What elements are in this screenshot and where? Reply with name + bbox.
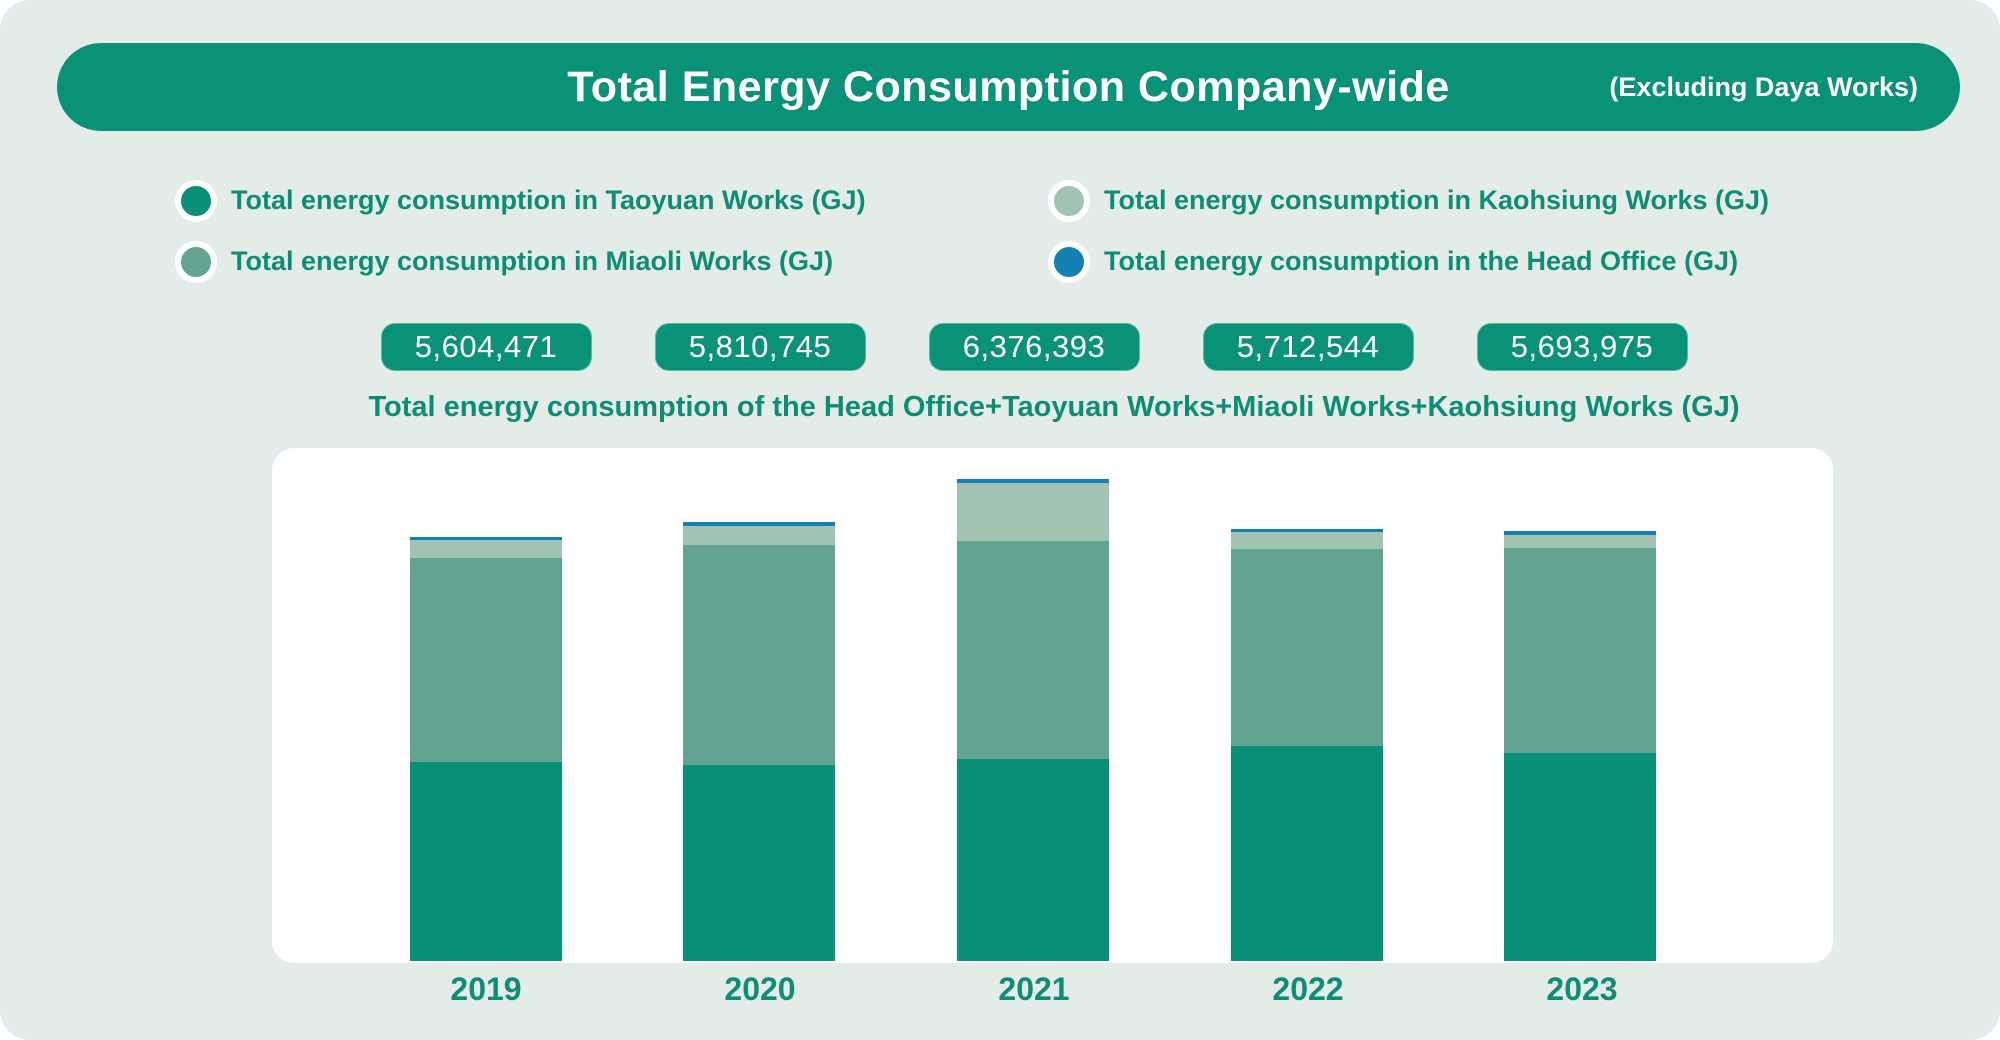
bar-segment-2021-miaoli: [956, 541, 1109, 759]
bar-segment-2022-head-office: [1230, 529, 1383, 533]
bar-segment-2019-miaoli: [409, 557, 562, 762]
bar-segment-2022-taoyuan: [1230, 745, 1383, 961]
pill-slot: 6,376,393: [897, 323, 1171, 371]
bar-segment-2019-kaohsiung: [409, 540, 562, 558]
bar-segment-2020-head-office: [683, 521, 836, 526]
x-label-2022: 2022: [1272, 971, 1344, 1007]
stacked-bar-2020: [683, 521, 836, 961]
bar-segment-2019-head-office: [409, 537, 562, 541]
pill-slot: 5,693,975: [1445, 323, 1719, 371]
legend-item-taoyuan: Total energy consumption in Taoyuan Work…: [175, 179, 866, 222]
bar-segment-2023-miaoli: [1504, 547, 1657, 753]
chart-panel: [272, 448, 1833, 963]
totals-caption: Total energy consumption of the Head Off…: [368, 391, 1740, 423]
stacked-bar-2023: [1504, 530, 1657, 961]
legend-column-left: Total energy consumption in Taoyuan Work…: [175, 179, 866, 283]
legend-dot-kaohsiung-icon: [1048, 179, 1090, 222]
bar-column-2021: [896, 479, 1170, 961]
page-title: Total Energy Consumption Company-wide: [567, 62, 1450, 111]
bar-segment-2023-taoyuan: [1504, 752, 1657, 961]
legend-dot-miaoli-icon: [175, 240, 217, 283]
title-banner: Total Energy Consumption Company-wide (E…: [57, 43, 1960, 131]
title-note: (Excluding Daya Works): [1609, 71, 1918, 102]
x-label-2023: 2023: [1546, 971, 1618, 1007]
legend-column-right: Total energy consumption in Kaohsiung Wo…: [1048, 179, 1770, 283]
x-label-2020: 2020: [724, 971, 796, 1007]
total-badge-2019: 5,604,471: [380, 323, 592, 371]
stacked-bar-2019: [409, 537, 562, 961]
legend-dot-head-office-icon: [1048, 240, 1090, 283]
legend-item-kaohsiung: Total energy consumption in Kaohsiung Wo…: [1048, 179, 1770, 222]
bar-segment-2022-miaoli: [1230, 549, 1383, 746]
bar-column-2019: [349, 537, 623, 961]
total-badge-2021: 6,376,393: [928, 323, 1140, 371]
legend-label-taoyuan: Total energy consumption in Taoyuan Work…: [231, 185, 866, 215]
bar-segment-2023-head-office: [1504, 530, 1657, 535]
total-badge-2022: 5,712,544: [1202, 323, 1414, 371]
legend-item-head-office: Total energy consumption in the Head Off…: [1048, 240, 1769, 283]
pill-slot: 5,604,471: [349, 323, 623, 371]
bar-column-2022: [1170, 529, 1444, 961]
bar-segment-2023-kaohsiung: [1504, 534, 1657, 548]
x-axis-labels: 2019 2020 2021 2022 2023: [349, 971, 1719, 1008]
legend-item-miaoli: Total energy consumption in Miaoli Works…: [175, 240, 866, 283]
pill-slot: 5,810,745: [623, 323, 897, 371]
bar-segment-2019-taoyuan: [409, 761, 562, 961]
pill-slot: 5,712,544: [1171, 323, 1445, 371]
bar-segment-2022-kaohsiung: [1230, 532, 1383, 550]
bar-segment-2020-kaohsiung: [683, 525, 836, 546]
bar-segment-2021-head-office: [956, 479, 1109, 483]
legend-dot-taoyuan-icon: [175, 179, 217, 222]
legend-label-miaoli: Total energy consumption in Miaoli Works…: [231, 246, 834, 276]
bar-segment-2020-miaoli: [683, 545, 836, 765]
total-badge-2023: 5,693,975: [1476, 323, 1688, 371]
bar-column-2020: [623, 521, 897, 961]
x-label-2021: 2021: [998, 971, 1070, 1007]
legend-label-kaohsiung: Total energy consumption in Kaohsiung Wo…: [1104, 185, 1770, 215]
stacked-bar-2022: [1230, 529, 1383, 961]
bars: [349, 448, 1717, 961]
bar-segment-2021-kaohsiung: [956, 483, 1109, 541]
total-badge-2020: 5,810,745: [654, 323, 866, 371]
x-label-2019: 2019: [450, 971, 522, 1007]
legend-label-head-office: Total energy consumption in the Head Off…: [1104, 246, 1739, 276]
bar-segment-2020-taoyuan: [683, 764, 836, 961]
totals-row: 5,604,471 5,810,745 6,376,393 5,712,544 …: [349, 323, 1719, 371]
bar-segment-2021-taoyuan: [956, 759, 1109, 961]
stacked-bar-2021: [956, 479, 1109, 961]
bar-column-2023: [1443, 530, 1717, 961]
